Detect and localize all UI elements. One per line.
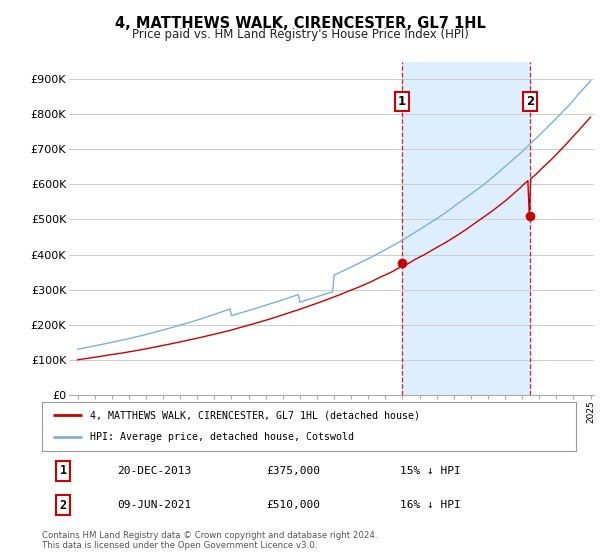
Text: £375,000: £375,000 bbox=[266, 466, 320, 476]
Text: 2: 2 bbox=[526, 95, 534, 108]
Text: 1: 1 bbox=[60, 464, 67, 478]
Text: 1: 1 bbox=[398, 95, 406, 108]
Text: 09-JUN-2021: 09-JUN-2021 bbox=[117, 500, 191, 510]
Text: 16% ↓ HPI: 16% ↓ HPI bbox=[400, 500, 461, 510]
Text: 2: 2 bbox=[60, 498, 67, 512]
Text: Price paid vs. HM Land Registry's House Price Index (HPI): Price paid vs. HM Land Registry's House … bbox=[131, 28, 469, 41]
Text: £510,000: £510,000 bbox=[266, 500, 320, 510]
Text: Contains HM Land Registry data © Crown copyright and database right 2024.
This d: Contains HM Land Registry data © Crown c… bbox=[42, 531, 377, 550]
Text: 20-DEC-2013: 20-DEC-2013 bbox=[117, 466, 191, 476]
Bar bbox=[402, 62, 530, 395]
Text: 4, MATTHEWS WALK, CIRENCESTER, GL7 1HL (detached house): 4, MATTHEWS WALK, CIRENCESTER, GL7 1HL (… bbox=[90, 410, 420, 421]
Text: 15% ↓ HPI: 15% ↓ HPI bbox=[400, 466, 461, 476]
Text: HPI: Average price, detached house, Cotswold: HPI: Average price, detached house, Cots… bbox=[90, 432, 354, 442]
Text: 4, MATTHEWS WALK, CIRENCESTER, GL7 1HL: 4, MATTHEWS WALK, CIRENCESTER, GL7 1HL bbox=[115, 16, 485, 31]
